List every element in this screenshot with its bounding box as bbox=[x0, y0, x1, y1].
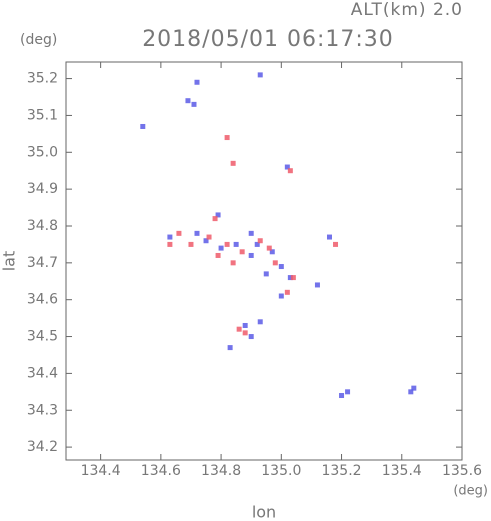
x-tick-label: 134.6 bbox=[141, 463, 181, 479]
echo-point bbox=[167, 241, 173, 247]
echo-point bbox=[345, 389, 351, 395]
x-axis-label: lon bbox=[252, 503, 276, 521]
x-unit: (deg) bbox=[453, 484, 488, 499]
y-tick-label: 34.8 bbox=[27, 218, 58, 234]
echo-point bbox=[194, 230, 200, 236]
echo-point bbox=[194, 79, 200, 85]
echo-point bbox=[242, 330, 248, 336]
y-tick-label: 34.5 bbox=[27, 329, 58, 345]
chart-title: 2018/05/01 06:17:30 bbox=[142, 27, 394, 52]
x-tick-label: 134.4 bbox=[81, 463, 121, 479]
echo-point bbox=[191, 101, 197, 107]
echo-point bbox=[272, 260, 278, 266]
echo-point bbox=[188, 241, 194, 247]
echo-point bbox=[278, 293, 284, 299]
echo-point bbox=[212, 216, 218, 222]
echo-point bbox=[227, 345, 233, 351]
x-tick-label: 135.2 bbox=[321, 463, 361, 479]
echo-point bbox=[230, 160, 236, 166]
echo-point bbox=[257, 238, 263, 244]
echo-point bbox=[242, 322, 248, 328]
echo-point bbox=[257, 72, 263, 78]
echo-point bbox=[215, 252, 221, 258]
chart-subtitle: ALT(km) 2.0 bbox=[351, 0, 463, 20]
echo-point bbox=[326, 234, 332, 240]
echo-point bbox=[254, 241, 260, 247]
echo-point bbox=[215, 212, 221, 218]
echo-point bbox=[339, 393, 345, 399]
echo-point bbox=[140, 123, 146, 129]
echo-point bbox=[236, 326, 242, 332]
echo-point bbox=[248, 334, 254, 340]
echo-point bbox=[290, 275, 296, 281]
echo-point bbox=[314, 282, 320, 288]
echo-point bbox=[176, 230, 182, 236]
x-tick-label: 135.4 bbox=[382, 463, 422, 479]
echo-point bbox=[411, 385, 417, 391]
y-tick-label: 34.2 bbox=[27, 439, 58, 455]
echo-point bbox=[287, 168, 293, 174]
echo-point bbox=[408, 389, 414, 395]
y-tick-label: 34.4 bbox=[27, 365, 58, 381]
echo-point bbox=[230, 260, 236, 266]
x-tick-label: 134.8 bbox=[201, 463, 241, 479]
echo-point bbox=[224, 241, 230, 247]
y-tick-label: 34.6 bbox=[27, 292, 58, 308]
y-tick-label: 35.0 bbox=[27, 144, 58, 160]
echo-point bbox=[263, 271, 269, 277]
plot-frame bbox=[65, 61, 463, 461]
echo-point bbox=[266, 245, 272, 251]
echo-point bbox=[257, 319, 263, 325]
echo-point bbox=[167, 234, 173, 240]
y-axis-label: lat bbox=[0, 251, 19, 272]
echo-point bbox=[248, 252, 254, 258]
echo-point bbox=[269, 249, 275, 255]
y-tick-label: 35.1 bbox=[27, 107, 58, 123]
echo-point bbox=[333, 241, 339, 247]
x-tick-label: 135.6 bbox=[442, 463, 482, 479]
y-tick-label: 34.3 bbox=[27, 402, 58, 418]
echo-point bbox=[287, 275, 293, 281]
echo-point bbox=[233, 241, 239, 247]
echo-point bbox=[224, 135, 230, 141]
echo-point bbox=[218, 245, 224, 251]
echo-point bbox=[206, 234, 212, 240]
y-tick-label: 35.2 bbox=[27, 71, 58, 87]
y-tick-label: 34.7 bbox=[27, 255, 58, 271]
y-unit: (deg) bbox=[20, 32, 57, 48]
echo-point bbox=[284, 164, 290, 170]
echo-point bbox=[185, 98, 191, 104]
echo-point bbox=[248, 230, 254, 236]
x-tick-label: 135.0 bbox=[261, 463, 301, 479]
y-tick-label: 34.9 bbox=[27, 181, 58, 197]
echo-point bbox=[284, 289, 290, 295]
echo-point bbox=[239, 249, 245, 255]
echo-point bbox=[203, 238, 209, 244]
echo-point bbox=[278, 264, 284, 270]
